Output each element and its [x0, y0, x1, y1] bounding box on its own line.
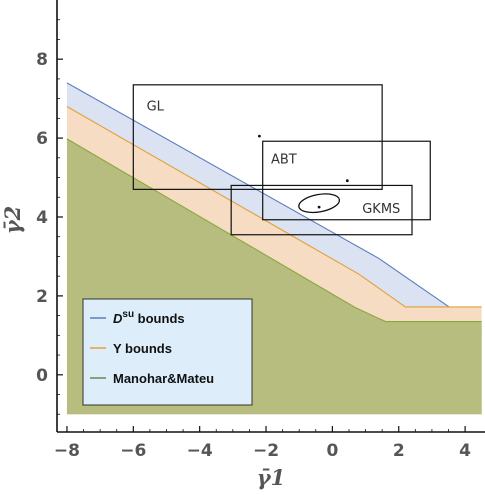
region-boundary-2 [66, 138, 482, 323]
box-gkms [230, 184, 413, 236]
x-tick-label: 2 [393, 441, 405, 461]
y-tick-label: 4 [36, 208, 48, 228]
x-axis-title: γ̄1 [257, 465, 285, 490]
region-boundary-0 [66, 82, 482, 330]
box-label-abt: ABT [271, 153, 297, 168]
y-axis-title: γ̄2 [0, 206, 25, 234]
x-tick-label: −8 [54, 441, 80, 461]
box-abt [262, 140, 431, 221]
x-tick-label: −4 [187, 441, 213, 461]
box-gl [132, 84, 383, 190]
legend-label: Manohar&Mateu [113, 371, 214, 386]
x-tick-label: 0 [326, 441, 338, 461]
x-tick-label: 4 [459, 441, 471, 461]
central-value-point-0 [257, 134, 261, 138]
y-tick-label: 8 [36, 50, 48, 70]
box-label-gkms: GKMS [362, 202, 400, 217]
y-tick-label: 0 [36, 366, 48, 386]
gkms-ellipse [298, 193, 341, 214]
y-tick-label: 2 [36, 287, 48, 307]
x-tick-label: −6 [120, 441, 146, 461]
box-label-gl: GL [147, 99, 165, 114]
y-tick-label: 6 [36, 129, 48, 149]
legend: Dsu bounds Y bounds Manohar&Mateu [82, 298, 253, 406]
central-value-point-2 [317, 205, 321, 209]
legend-box [82, 298, 253, 406]
central-value-point-1 [345, 179, 349, 183]
plot-frame [56, 0, 485, 433]
axis-ticks: −8 −6 −4 −2 0 2 4 0 2 4 6 8 [36, 19, 471, 461]
experiment-boxes: GL ABT GKMS [132, 84, 431, 236]
x-tick-label: −2 [253, 441, 279, 461]
region-boundary-1 [66, 106, 482, 308]
legend-label: Dsu bounds [113, 309, 185, 326]
legend-label: Y bounds [113, 341, 172, 356]
